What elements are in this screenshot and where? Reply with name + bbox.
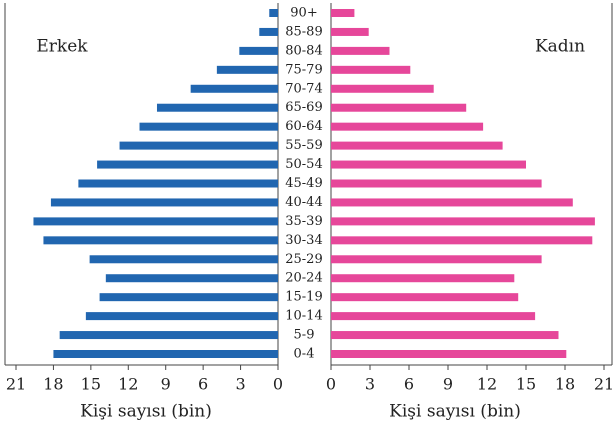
category-label: 85-89	[285, 24, 322, 39]
category-label: 40-44	[285, 195, 322, 210]
category-label: 50-54	[285, 157, 322, 172]
bar	[33, 217, 278, 226]
bar	[99, 293, 278, 302]
bar	[190, 84, 278, 93]
bar	[331, 103, 467, 112]
category-label: 80-84	[285, 43, 322, 58]
x-tick-label: 21	[6, 375, 26, 394]
bar	[331, 350, 567, 358]
category-label: 20-24	[285, 271, 322, 286]
category-label: 5-9	[294, 328, 315, 343]
x-tick-label: 9	[161, 375, 171, 394]
bar	[331, 198, 573, 207]
x-tick-label: 3	[235, 375, 245, 394]
legend-label: Erkek	[36, 37, 88, 57]
bar	[139, 122, 278, 131]
category-label: 65-69	[285, 100, 322, 115]
bar	[331, 236, 593, 245]
x-tick-label: 15	[81, 375, 101, 394]
category-label: 90+	[290, 6, 317, 21]
x-tick-label: 6	[198, 375, 208, 394]
category-label: 30-34	[285, 233, 322, 248]
x-tick-label: 0	[326, 375, 336, 394]
x-axis-label: Kişi sayısı (bin)	[389, 402, 521, 422]
category-label: 35-39	[285, 214, 322, 229]
category-label: 10-14	[285, 309, 322, 324]
bar	[331, 293, 519, 302]
x-tick-label: 18	[555, 375, 575, 394]
bar	[331, 65, 411, 74]
bar	[50, 198, 278, 207]
bar	[85, 312, 278, 321]
bar	[239, 46, 278, 55]
category-label: 75-79	[285, 62, 322, 77]
x-tick-label: 12	[118, 375, 138, 394]
category-label: 45-49	[285, 176, 322, 191]
bar	[216, 65, 278, 74]
bar	[105, 274, 278, 283]
bar	[78, 179, 278, 188]
x-tick-label: 21	[594, 375, 614, 394]
bar	[331, 9, 355, 17]
bar	[331, 217, 595, 226]
bar	[43, 236, 279, 245]
x-tick-label: 9	[443, 375, 453, 394]
x-tick-label: 3	[365, 375, 375, 394]
bar	[259, 27, 278, 36]
bar	[331, 141, 503, 150]
category-label: 0-4	[294, 347, 315, 362]
bar	[269, 9, 278, 17]
bar	[331, 274, 515, 283]
bar	[331, 179, 542, 188]
bar	[331, 160, 526, 169]
bar	[331, 84, 434, 93]
bar	[331, 255, 542, 264]
category-label: 25-29	[285, 252, 322, 267]
category-label: 60-64	[285, 119, 322, 134]
bar	[89, 255, 278, 264]
x-tick-label: 0	[273, 375, 283, 394]
x-tick-label: 6	[404, 375, 414, 394]
bar	[97, 160, 278, 169]
x-tick-label: 18	[43, 375, 63, 394]
bar	[331, 312, 536, 321]
bar	[59, 331, 278, 340]
category-label: 70-74	[285, 81, 322, 96]
x-tick-label: 12	[477, 375, 497, 394]
x-axis-label: Kişi sayısı (bin)	[80, 402, 212, 422]
bar	[119, 141, 278, 150]
x-tick-label: 15	[516, 375, 536, 394]
bar	[331, 331, 559, 340]
category-label: 55-59	[285, 138, 322, 153]
bar	[331, 46, 390, 55]
category-label: 15-19	[285, 290, 322, 305]
bar	[53, 350, 278, 358]
bar	[331, 27, 369, 36]
bar	[331, 122, 484, 131]
legend-label: Kadın	[535, 37, 585, 57]
bar	[156, 103, 278, 112]
